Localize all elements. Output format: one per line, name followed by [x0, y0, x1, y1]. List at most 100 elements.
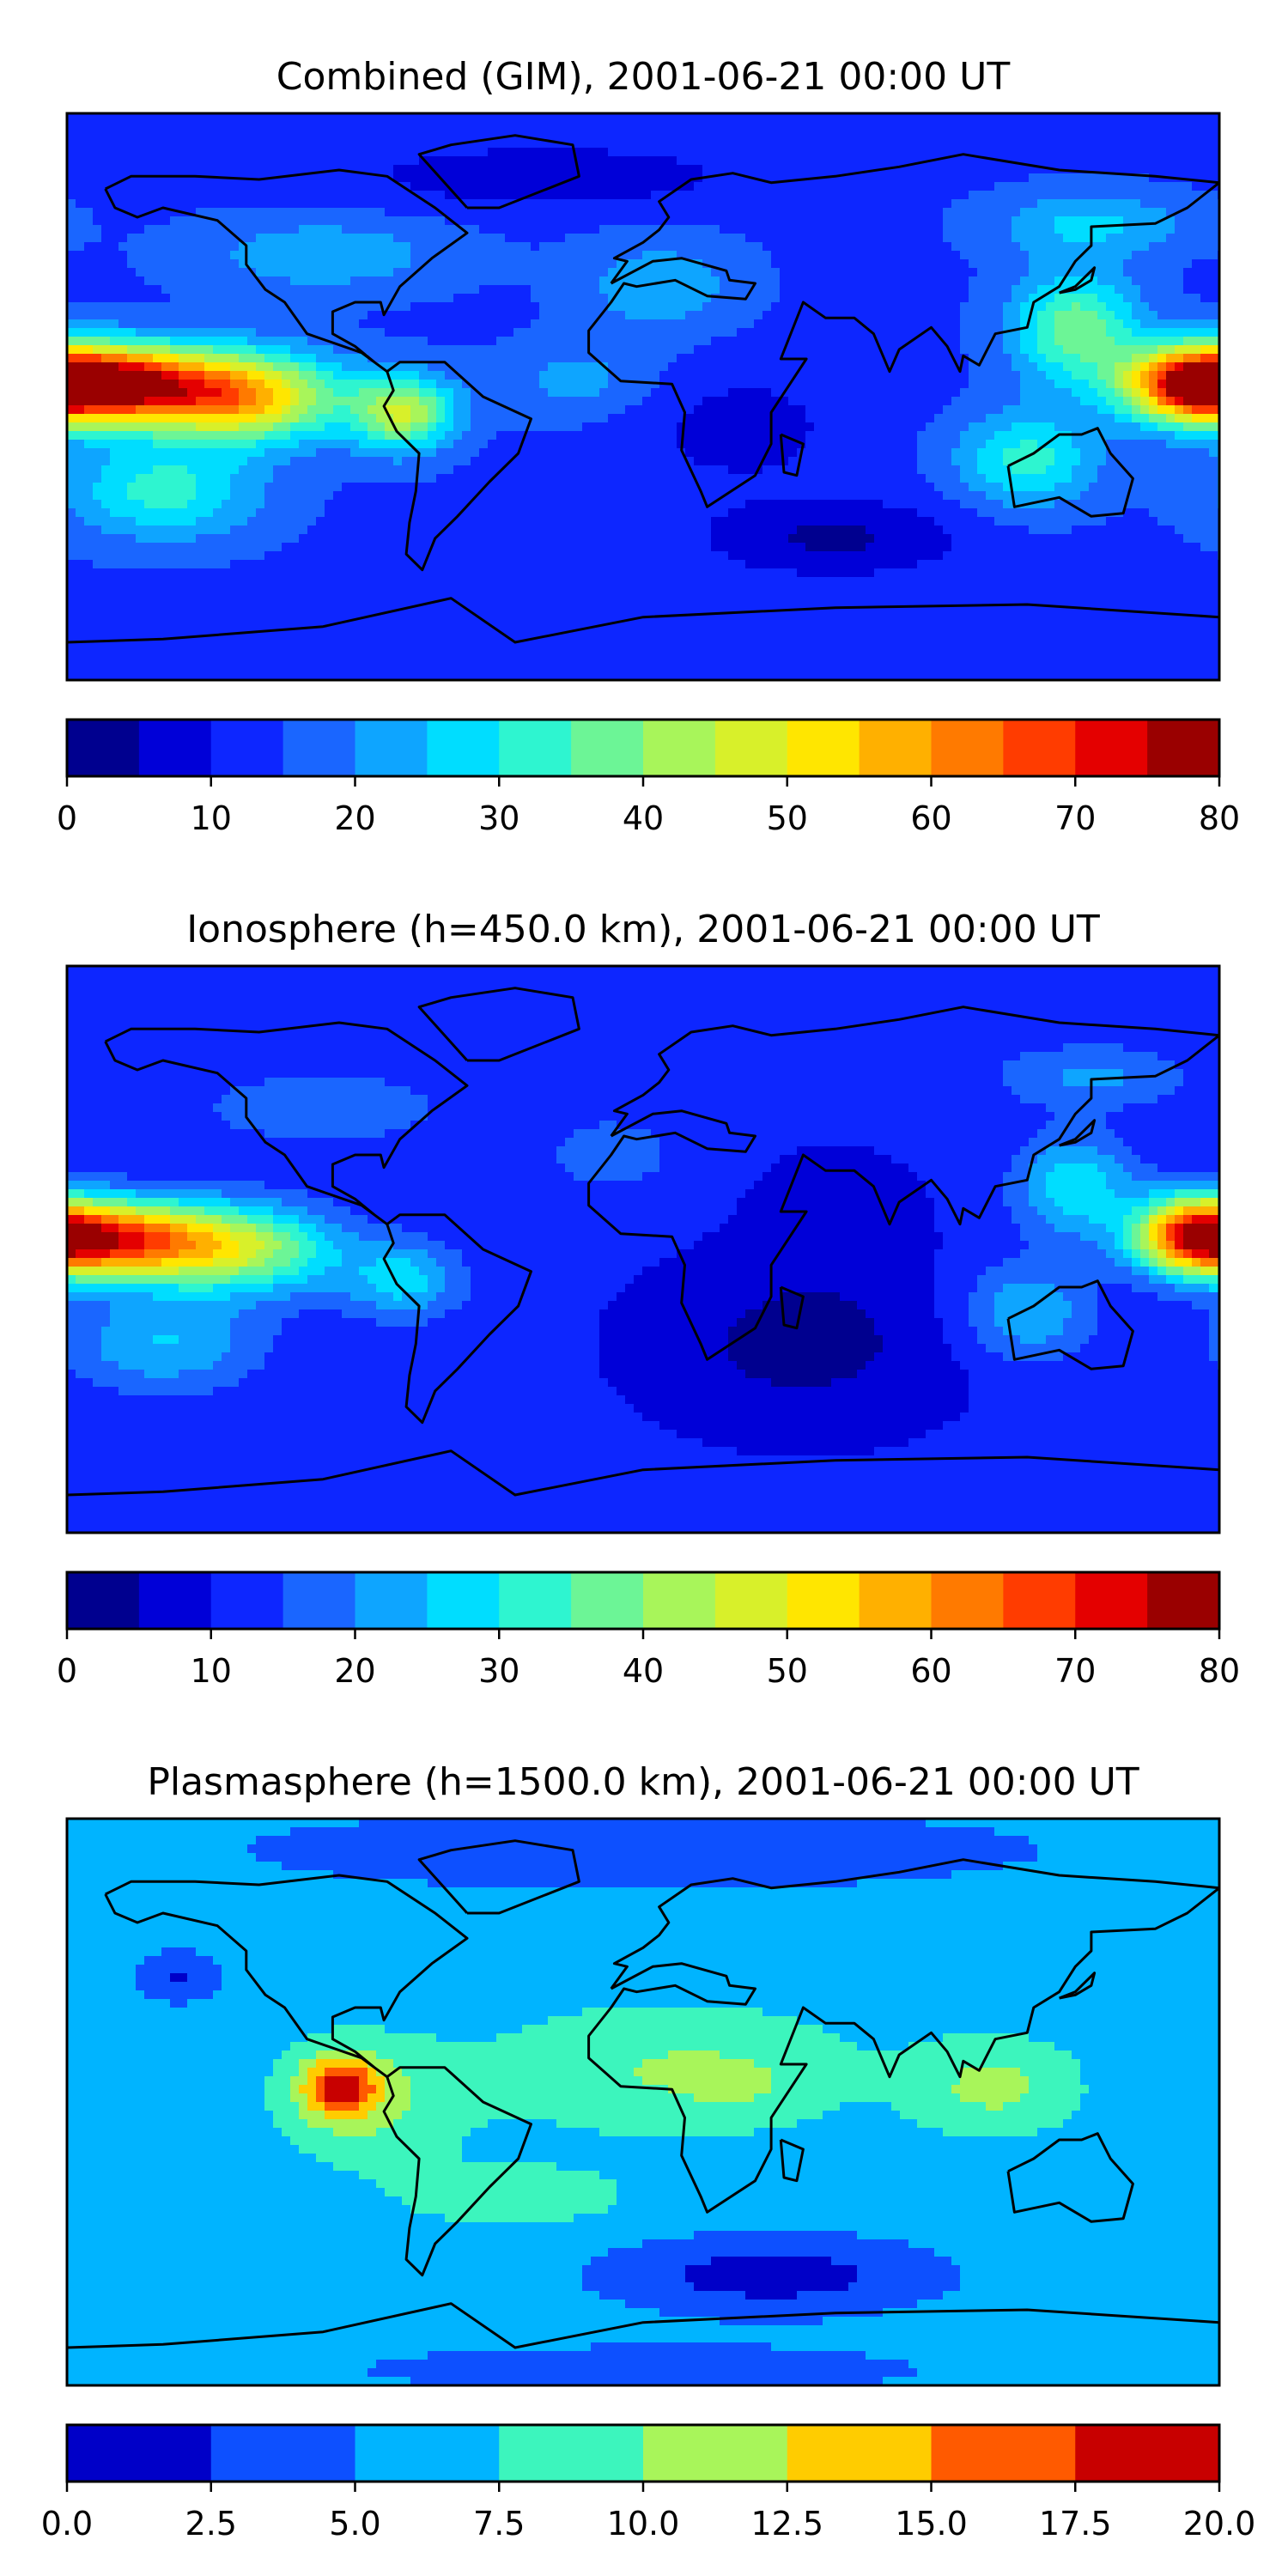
field-cell [1149, 225, 1158, 234]
field-cell [505, 371, 514, 380]
field-cell [282, 371, 291, 380]
field-cell [969, 362, 978, 372]
field-cell [840, 354, 849, 363]
field-cell [153, 371, 162, 380]
field-cell [136, 354, 145, 363]
field-cell [505, 139, 514, 149]
field-cell [144, 182, 154, 191]
field-cell [548, 139, 557, 149]
field-cell [599, 259, 609, 269]
field-cell [453, 225, 463, 234]
field-cell [848, 276, 858, 286]
field-cell [325, 148, 334, 157]
field-cell [1037, 328, 1047, 337]
field-cell [908, 414, 918, 423]
field-cell [608, 251, 617, 260]
field-cell [385, 242, 394, 252]
field-cell [307, 311, 317, 320]
field-cell [548, 268, 557, 277]
field-cell [342, 405, 351, 415]
field-cell [513, 208, 523, 217]
field-cell [1123, 388, 1133, 398]
field-cell [76, 354, 85, 363]
field-cell [917, 422, 927, 432]
field-cell [866, 371, 875, 380]
field-cell [1200, 173, 1210, 183]
field-cell [1132, 345, 1141, 355]
field-cell [565, 165, 574, 174]
field-cell [1020, 225, 1030, 234]
field-cell [136, 371, 145, 380]
field-cell [1089, 337, 1098, 346]
field-cell [479, 173, 489, 183]
field-cell [1140, 397, 1150, 406]
field-cell [264, 122, 274, 131]
field-cell [385, 148, 394, 157]
field-cell [445, 328, 454, 337]
field-cell [1046, 294, 1055, 303]
field-cell [419, 208, 428, 217]
field-cell [994, 397, 1004, 406]
field-cell [187, 397, 197, 406]
field-cell [883, 113, 892, 123]
field-cell [153, 405, 162, 415]
field-cell [453, 337, 463, 346]
field-cell [1046, 251, 1055, 260]
field-cell [76, 294, 85, 303]
field-cell [1029, 285, 1038, 295]
field-cell [900, 216, 909, 226]
field-cell [1003, 354, 1012, 363]
field-cell [814, 148, 823, 157]
field-cell [1123, 397, 1133, 406]
field-cell [1106, 397, 1115, 406]
field-cell [488, 131, 497, 140]
field-cell [745, 362, 755, 372]
field-cell [591, 397, 600, 406]
field-cell [325, 216, 334, 226]
field-cell [943, 259, 952, 269]
field-cell [677, 148, 686, 157]
field-cell [479, 294, 489, 303]
field-cell [908, 328, 918, 337]
field-cell [823, 302, 832, 312]
field-cell [608, 319, 617, 329]
field-cell [1200, 345, 1210, 355]
field-cell [1132, 148, 1141, 157]
field-cell [428, 362, 437, 372]
field-cell [93, 388, 102, 398]
field-cell [204, 251, 214, 260]
field-cell [230, 354, 240, 363]
field-cell [513, 302, 523, 312]
field-cell [1149, 311, 1158, 320]
field-cell [1123, 345, 1133, 355]
field-cell [986, 302, 995, 312]
field-cell [488, 259, 497, 269]
field-cell [247, 311, 257, 320]
field-cell [926, 285, 935, 295]
field-cell [1080, 242, 1090, 252]
field-cell [376, 294, 386, 303]
field-cell [1175, 268, 1184, 277]
field-cell [1166, 371, 1176, 380]
field-cell [1037, 139, 1047, 149]
field-cell [76, 302, 85, 312]
field-cell [342, 131, 351, 140]
field-cell [436, 242, 446, 252]
field-cell [788, 131, 798, 140]
field-cell [428, 225, 437, 234]
field-cell [720, 337, 729, 346]
field-cell [771, 362, 781, 372]
field-cell [333, 337, 343, 346]
field-cell [376, 131, 386, 140]
field-cell [290, 414, 300, 423]
field-cell [1037, 345, 1047, 355]
field-cell [788, 251, 798, 260]
field-cell [101, 397, 111, 406]
field-cell [350, 268, 360, 277]
field-cell [986, 362, 995, 372]
field-cell [1029, 319, 1038, 329]
field-cell [874, 199, 884, 209]
field-cell [350, 311, 360, 320]
field-cell [299, 122, 308, 131]
field-cell [780, 173, 789, 183]
